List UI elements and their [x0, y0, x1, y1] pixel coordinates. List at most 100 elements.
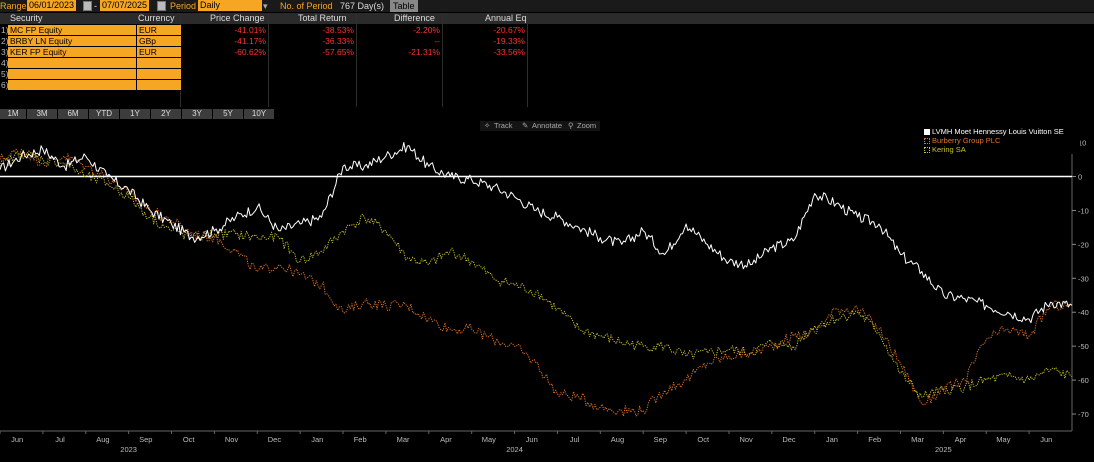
num-period-value: 767 Day(s) [340, 1, 385, 11]
period-button-6m[interactable]: 6M [58, 109, 89, 119]
series-line-lvmh [0, 142, 1073, 324]
header-total-return: Total Return [298, 13, 347, 23]
legend-swatch [924, 138, 930, 144]
table-row[interactable]: 1) MC FP Equity EUR -41.01% -38.53% -2.20% -20… [0, 25, 1094, 36]
currency-cell[interactable]: EUR [136, 25, 181, 36]
track-icon[interactable]: ✧ [484, 121, 491, 130]
x-tick-label: Sep [139, 435, 152, 444]
x-tick-label: Jun [1040, 435, 1052, 444]
security-cell[interactable] [8, 69, 178, 80]
table-row[interactable]: 5) [0, 69, 1094, 80]
annotate-tool[interactable]: Annotate [532, 121, 563, 130]
security-cell[interactable]: MC FP Equity [8, 25, 178, 36]
table-row[interactable]: 4) [0, 58, 1094, 69]
total-return-cell: -38.53% [322, 25, 354, 35]
chart-tools: ✧ Track ✎ Annotate ⚲ Zoom [480, 121, 600, 131]
num-period-label: No. of Period [280, 1, 333, 11]
annual-eq-cell: -19.33% [493, 36, 525, 46]
x-tick-label: Jan [826, 435, 838, 444]
x-tick-label: Dec [268, 435, 282, 444]
chevron-down-icon[interactable]: ▾ [263, 1, 268, 11]
currency-cell[interactable]: GBp [136, 36, 181, 47]
price-change-cell: -41.01% [234, 25, 266, 35]
y-tick-label: -60 [1078, 376, 1089, 385]
legend-label: Burberry Group PLC [932, 136, 1001, 145]
x-tick-label: May [996, 435, 1010, 444]
period-button-1y[interactable]: 1Y [120, 109, 151, 119]
year-label: 2025 [935, 445, 952, 454]
period-button-5y[interactable]: 5Y [213, 109, 244, 119]
currency-cell[interactable] [136, 69, 181, 80]
table-row[interactable]: 6) [0, 80, 1094, 91]
zoom-icon[interactable]: ⚲ [568, 121, 574, 130]
end-date-field[interactable]: 07/07/2025 [100, 0, 150, 11]
y-tick-label: 10 [1078, 139, 1086, 148]
header-annual-eq: Annual Eq [485, 13, 527, 23]
table-row[interactable]: 3) KER FP Equity EUR -60.62% -57.65% -21.31% -… [0, 47, 1094, 58]
series-line-kering [0, 150, 1073, 399]
y-tick-label: -50 [1078, 342, 1089, 351]
x-tick-label: Aug [611, 435, 624, 444]
currency-cell[interactable] [136, 80, 181, 91]
table-row[interactable]: 2) BRBY LN Equity GBp -41.17% -36.33% -- -19.3… [0, 36, 1094, 47]
x-tick-label: Apr [955, 435, 967, 444]
legend-swatch [924, 147, 930, 153]
x-tick-label: Jun [526, 435, 538, 444]
period-button-3m[interactable]: 3M [27, 109, 58, 119]
annotate-icon[interactable]: ✎ [522, 121, 529, 130]
zoom-tool[interactable]: Zoom [577, 121, 597, 130]
start-date-field[interactable]: 06/01/2023 [27, 0, 77, 11]
x-tick-label: Oct [183, 435, 196, 444]
x-tick-label: Sep [654, 435, 667, 444]
legend-entry[interactable]: Kering SA [924, 145, 1080, 154]
x-tick-label: May [482, 435, 496, 444]
security-cell[interactable]: KER FP Equity [8, 47, 178, 58]
period-select[interactable]: Daily [198, 0, 262, 11]
y-tick-label: -30 [1078, 274, 1089, 283]
total-return-cell: -36.33% [322, 36, 354, 46]
security-cell[interactable] [8, 80, 178, 91]
legend-label: LVMH Moet Hennessy Louis Vuitton SE [932, 127, 1064, 136]
x-tick-label: Feb [354, 435, 367, 444]
row-index: 3) [1, 47, 9, 57]
currency-cell[interactable]: EUR [136, 47, 181, 58]
period-button-10y[interactable]: 10Y [244, 109, 275, 119]
x-tick-label: Jun [11, 435, 23, 444]
legend-entry[interactable]: Burberry Group PLC [924, 136, 1080, 145]
period-button-ytd[interactable]: YTD [89, 109, 120, 119]
row-index: 5) [1, 69, 9, 79]
x-tick-label: Jul [55, 435, 65, 444]
legend-swatch [924, 129, 930, 135]
x-tick-label: Mar [397, 435, 410, 444]
period-button-2y[interactable]: 2Y [151, 109, 182, 119]
period-button-1m[interactable]: 1M [0, 109, 27, 119]
row-index: 4) [1, 58, 9, 68]
year-label: 2024 [506, 445, 523, 454]
table-header: Security Currency Price Change Total Ret… [0, 13, 1094, 24]
period-button-3y[interactable]: 3Y [182, 109, 213, 119]
x-tick-label: Mar [911, 435, 924, 444]
legend-entry[interactable]: LVMH Moet Hennessy Louis Vuitton SE [924, 127, 1080, 136]
track-tool[interactable]: Track [494, 121, 513, 130]
x-tick-label: Jul [570, 435, 580, 444]
year-label: 2023 [120, 445, 137, 454]
difference-cell: -21.31% [408, 47, 440, 57]
price-change-cell: -41.17% [234, 36, 266, 46]
total-return-cell: -57.65% [322, 47, 354, 57]
x-tick-label: Nov [739, 435, 753, 444]
y-tick-label: 0 [1078, 173, 1082, 182]
security-cell[interactable] [8, 58, 178, 69]
period-label: Period [170, 1, 197, 11]
row-index: 6) [1, 80, 9, 90]
x-tick-label: Oct [697, 435, 710, 444]
range-label: Range [0, 1, 27, 11]
range-dash: - [94, 1, 97, 11]
currency-cell[interactable] [136, 58, 181, 69]
table-button[interactable]: Table [390, 0, 418, 12]
header-security: Security [10, 13, 43, 23]
y-tick-label: -70 [1078, 410, 1089, 419]
security-cell[interactable]: BRBY LN Equity [8, 36, 178, 47]
x-tick-label: Dec [782, 435, 796, 444]
header-price-change: Price Change [210, 13, 265, 23]
difference-cell: -2.20% [413, 25, 440, 35]
